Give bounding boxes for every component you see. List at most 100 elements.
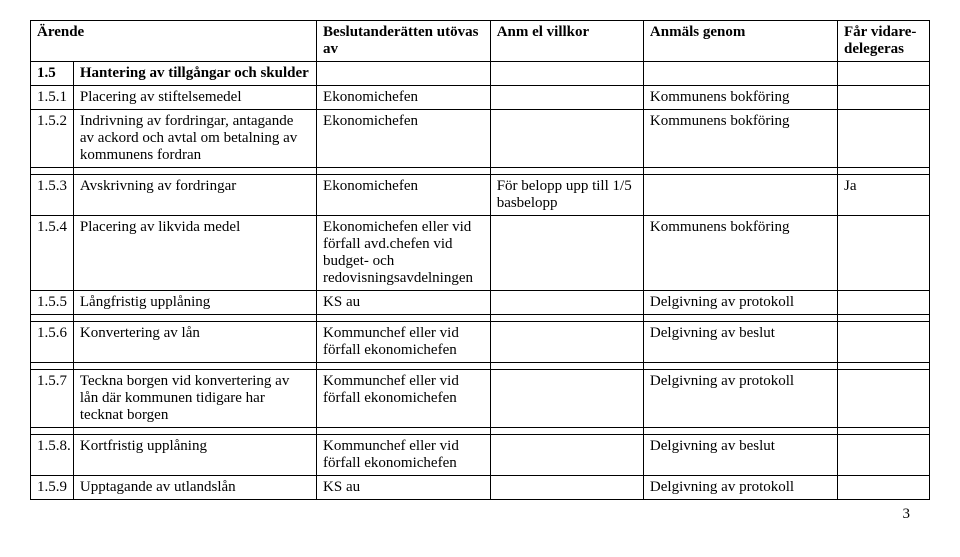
cell-num: 1.5.1 (31, 86, 74, 110)
cell-cond (490, 322, 643, 363)
header-arende: Ärende (31, 21, 317, 62)
cell-delegate (838, 435, 930, 476)
cell-delegate (838, 168, 930, 175)
cell-authority (317, 428, 491, 435)
cell-cond (490, 428, 643, 435)
cell-delegate: Ja (838, 175, 930, 216)
table-row (31, 315, 930, 322)
cell-num: 1.5.3 (31, 175, 74, 216)
cell-num: 1.5.5 (31, 291, 74, 315)
cell-title: Upptagande av utlandslån (73, 476, 316, 500)
cell-title: Placering av stiftelsemedel (73, 86, 316, 110)
cell-cond (490, 315, 643, 322)
cell-num: 1.5.7 (31, 370, 74, 428)
cell-report (643, 62, 837, 86)
table-row (31, 363, 930, 370)
cell-title: Hantering av tillgångar och skulder (73, 62, 316, 86)
cell-cond (490, 291, 643, 315)
cell-report: Delgivning av beslut (643, 435, 837, 476)
cell-authority: Kommunchef eller vid förfall ekonomichef… (317, 435, 491, 476)
cell-title (73, 428, 316, 435)
cell-delegate (838, 291, 930, 315)
cell-report: Delgivning av beslut (643, 322, 837, 363)
cell-report (643, 363, 837, 370)
cell-delegate (838, 216, 930, 291)
cell-cond (490, 370, 643, 428)
cell-delegate (838, 110, 930, 168)
cell-num (31, 363, 74, 370)
cell-title (73, 363, 316, 370)
table-row (31, 428, 930, 435)
cell-report (643, 168, 837, 175)
cell-cond: För belopp upp till 1/5 basbelopp (490, 175, 643, 216)
cell-num (31, 428, 74, 435)
delegation-table: Ärende Beslutanderätten utövas av Anm el… (30, 20, 930, 500)
cell-cond (490, 216, 643, 291)
cell-num: 1.5 (31, 62, 74, 86)
cell-cond (490, 435, 643, 476)
table-row: 1.5.4Placering av likvida medelEkonomich… (31, 216, 930, 291)
cell-title (73, 168, 316, 175)
cell-num: 1.5.6 (31, 322, 74, 363)
cell-authority (317, 363, 491, 370)
cell-title: Placering av likvida medel (73, 216, 316, 291)
header-condition: Anm el villkor (490, 21, 643, 62)
cell-cond (490, 86, 643, 110)
cell-authority: KS au (317, 476, 491, 500)
cell-authority: KS au (317, 291, 491, 315)
cell-report: Kommunens bokföring (643, 216, 837, 291)
cell-title: Teckna borgen vid konvertering av lån dä… (73, 370, 316, 428)
cell-report (643, 315, 837, 322)
cell-delegate (838, 322, 930, 363)
cell-report: Kommunens bokföring (643, 86, 837, 110)
cell-authority: Kommunchef eller vid förfall ekonomichef… (317, 322, 491, 363)
cell-authority: Ekonomichefen (317, 110, 491, 168)
cell-title: Konvertering av lån (73, 322, 316, 363)
cell-delegate (838, 315, 930, 322)
table-row: 1.5.3Avskrivning av fordringarEkonomiche… (31, 175, 930, 216)
cell-num (31, 168, 74, 175)
cell-authority (317, 168, 491, 175)
cell-delegate (838, 428, 930, 435)
table-row: 1.5.2Indrivning av fordringar, antagande… (31, 110, 930, 168)
cell-cond (490, 363, 643, 370)
header-report: Anmäls genom (643, 21, 837, 62)
cell-title: Indrivning av fordringar, antagande av a… (73, 110, 316, 168)
header-delegate: Får vidare-delegeras (838, 21, 930, 62)
cell-report: Kommunens bokföring (643, 110, 837, 168)
table-header-row: Ärende Beslutanderätten utövas av Anm el… (31, 21, 930, 62)
table-row: 1.5.8.Kortfristig upplåningKommunchef el… (31, 435, 930, 476)
cell-authority: Ekonomichefen eller vid förfall avd.chef… (317, 216, 491, 291)
cell-delegate (838, 476, 930, 500)
header-authority: Beslutanderätten utövas av (317, 21, 491, 62)
cell-delegate (838, 363, 930, 370)
cell-cond (490, 476, 643, 500)
cell-cond (490, 62, 643, 86)
cell-num: 1.5.8. (31, 435, 74, 476)
page-number: 3 (30, 506, 930, 523)
cell-authority: Kommunchef eller vid förfall ekonomichef… (317, 370, 491, 428)
cell-title: Långfristig upplåning (73, 291, 316, 315)
cell-title (73, 315, 316, 322)
cell-authority: Ekonomichefen (317, 86, 491, 110)
cell-authority: Ekonomichefen (317, 175, 491, 216)
table-row (31, 168, 930, 175)
cell-title: Avskrivning av fordringar (73, 175, 316, 216)
cell-num: 1.5.4 (31, 216, 74, 291)
cell-num: 1.5.9 (31, 476, 74, 500)
cell-cond (490, 168, 643, 175)
cell-cond (490, 110, 643, 168)
cell-num (31, 315, 74, 322)
table-row: 1.5.1Placering av stiftelsemedelEkonomic… (31, 86, 930, 110)
cell-delegate (838, 62, 930, 86)
table-row: 1.5.7Teckna borgen vid konvertering av l… (31, 370, 930, 428)
cell-report (643, 175, 837, 216)
cell-report: Delgivning av protokoll (643, 370, 837, 428)
cell-num: 1.5.2 (31, 110, 74, 168)
table-row: 1.5Hantering av tillgångar och skulder (31, 62, 930, 86)
table-row: 1.5.6Konvertering av lånKommunchef eller… (31, 322, 930, 363)
table-row: 1.5.5Långfristig upplåningKS auDelgivnin… (31, 291, 930, 315)
cell-report (643, 428, 837, 435)
cell-title: Kortfristig upplåning (73, 435, 316, 476)
cell-authority (317, 62, 491, 86)
